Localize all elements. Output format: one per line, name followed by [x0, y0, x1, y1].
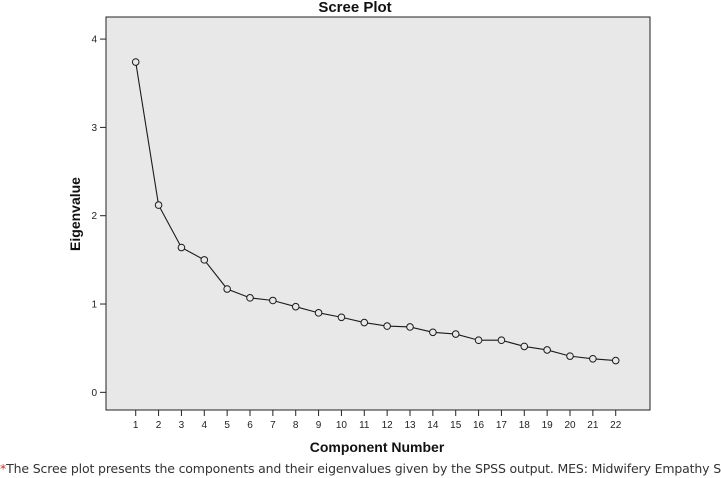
x-tick-label: 7 — [270, 420, 276, 431]
y-tick-label: 4 — [91, 35, 97, 46]
x-tick-label: 4 — [202, 420, 208, 431]
x-tick-label: 20 — [564, 420, 576, 431]
x-tick-label: 21 — [587, 420, 599, 431]
data-point — [451, 330, 460, 338]
data-point — [543, 346, 551, 354]
data-point — [589, 354, 597, 363]
x-tick-label: 12 — [382, 420, 394, 431]
data-point — [474, 336, 483, 345]
data-point — [131, 58, 140, 66]
x-tick-label: 22 — [610, 420, 622, 431]
data-point — [314, 309, 323, 317]
data-point — [223, 285, 231, 293]
data-point — [269, 296, 277, 305]
x-tick-label: 9 — [316, 420, 322, 431]
figure-caption: *The Scree plot presents the components … — [0, 461, 721, 476]
x-tick-label: 17 — [496, 420, 508, 431]
data-point — [520, 342, 529, 351]
y-tick-label: 2 — [91, 211, 97, 222]
x-tick-label: 3 — [179, 420, 185, 431]
data-point — [383, 322, 391, 330]
data-point — [177, 243, 186, 252]
x-tick-label: 19 — [542, 420, 554, 431]
x-tick-label: 2 — [156, 420, 162, 431]
y-tick-label: 0 — [91, 388, 97, 399]
caption-marker: * — [0, 461, 7, 476]
data-point — [246, 294, 254, 302]
eigenvalue-series — [131, 58, 620, 365]
x-tick-label: 13 — [404, 420, 416, 431]
x-axis-label: Component Number — [310, 439, 445, 455]
x-tick-label: 1 — [133, 420, 139, 431]
data-point — [154, 201, 163, 209]
x-tick-label: 15 — [450, 420, 462, 431]
x-tick-label: 8 — [293, 420, 299, 431]
data-point — [360, 318, 369, 327]
series-line — [135, 61, 616, 362]
data-point — [566, 352, 574, 360]
data-point — [200, 256, 209, 264]
x-axis: 1 2 3 4 5 6 7 8 9 10 11 12 13 14 15 16 17 18 19 20 21 22 — [133, 410, 622, 431]
data-point — [337, 313, 346, 322]
x-tick-label: 16 — [473, 420, 485, 431]
data-point — [497, 336, 506, 345]
x-tick-label: 5 — [224, 420, 230, 431]
chart-title: Scree Plot — [318, 0, 391, 16]
x-tick-label: 14 — [427, 420, 439, 431]
data-point — [291, 302, 300, 311]
x-tick-label: 6 — [247, 420, 253, 431]
data-point — [611, 356, 620, 365]
caption-text: The Scree plot presents the components a… — [6, 461, 721, 476]
y-axis: 0 1 2 3 4 — [91, 35, 106, 399]
x-tick-label: 18 — [519, 420, 531, 431]
plot-area — [105, 16, 651, 411]
y-tick-label: 3 — [91, 123, 97, 134]
data-point — [406, 323, 414, 331]
y-axis-label: Eigenvalue — [67, 177, 83, 251]
y-tick-label: 1 — [91, 300, 97, 311]
x-tick-label: 11 — [359, 420, 370, 431]
data-point — [429, 328, 437, 337]
x-tick-label: 10 — [336, 420, 348, 431]
